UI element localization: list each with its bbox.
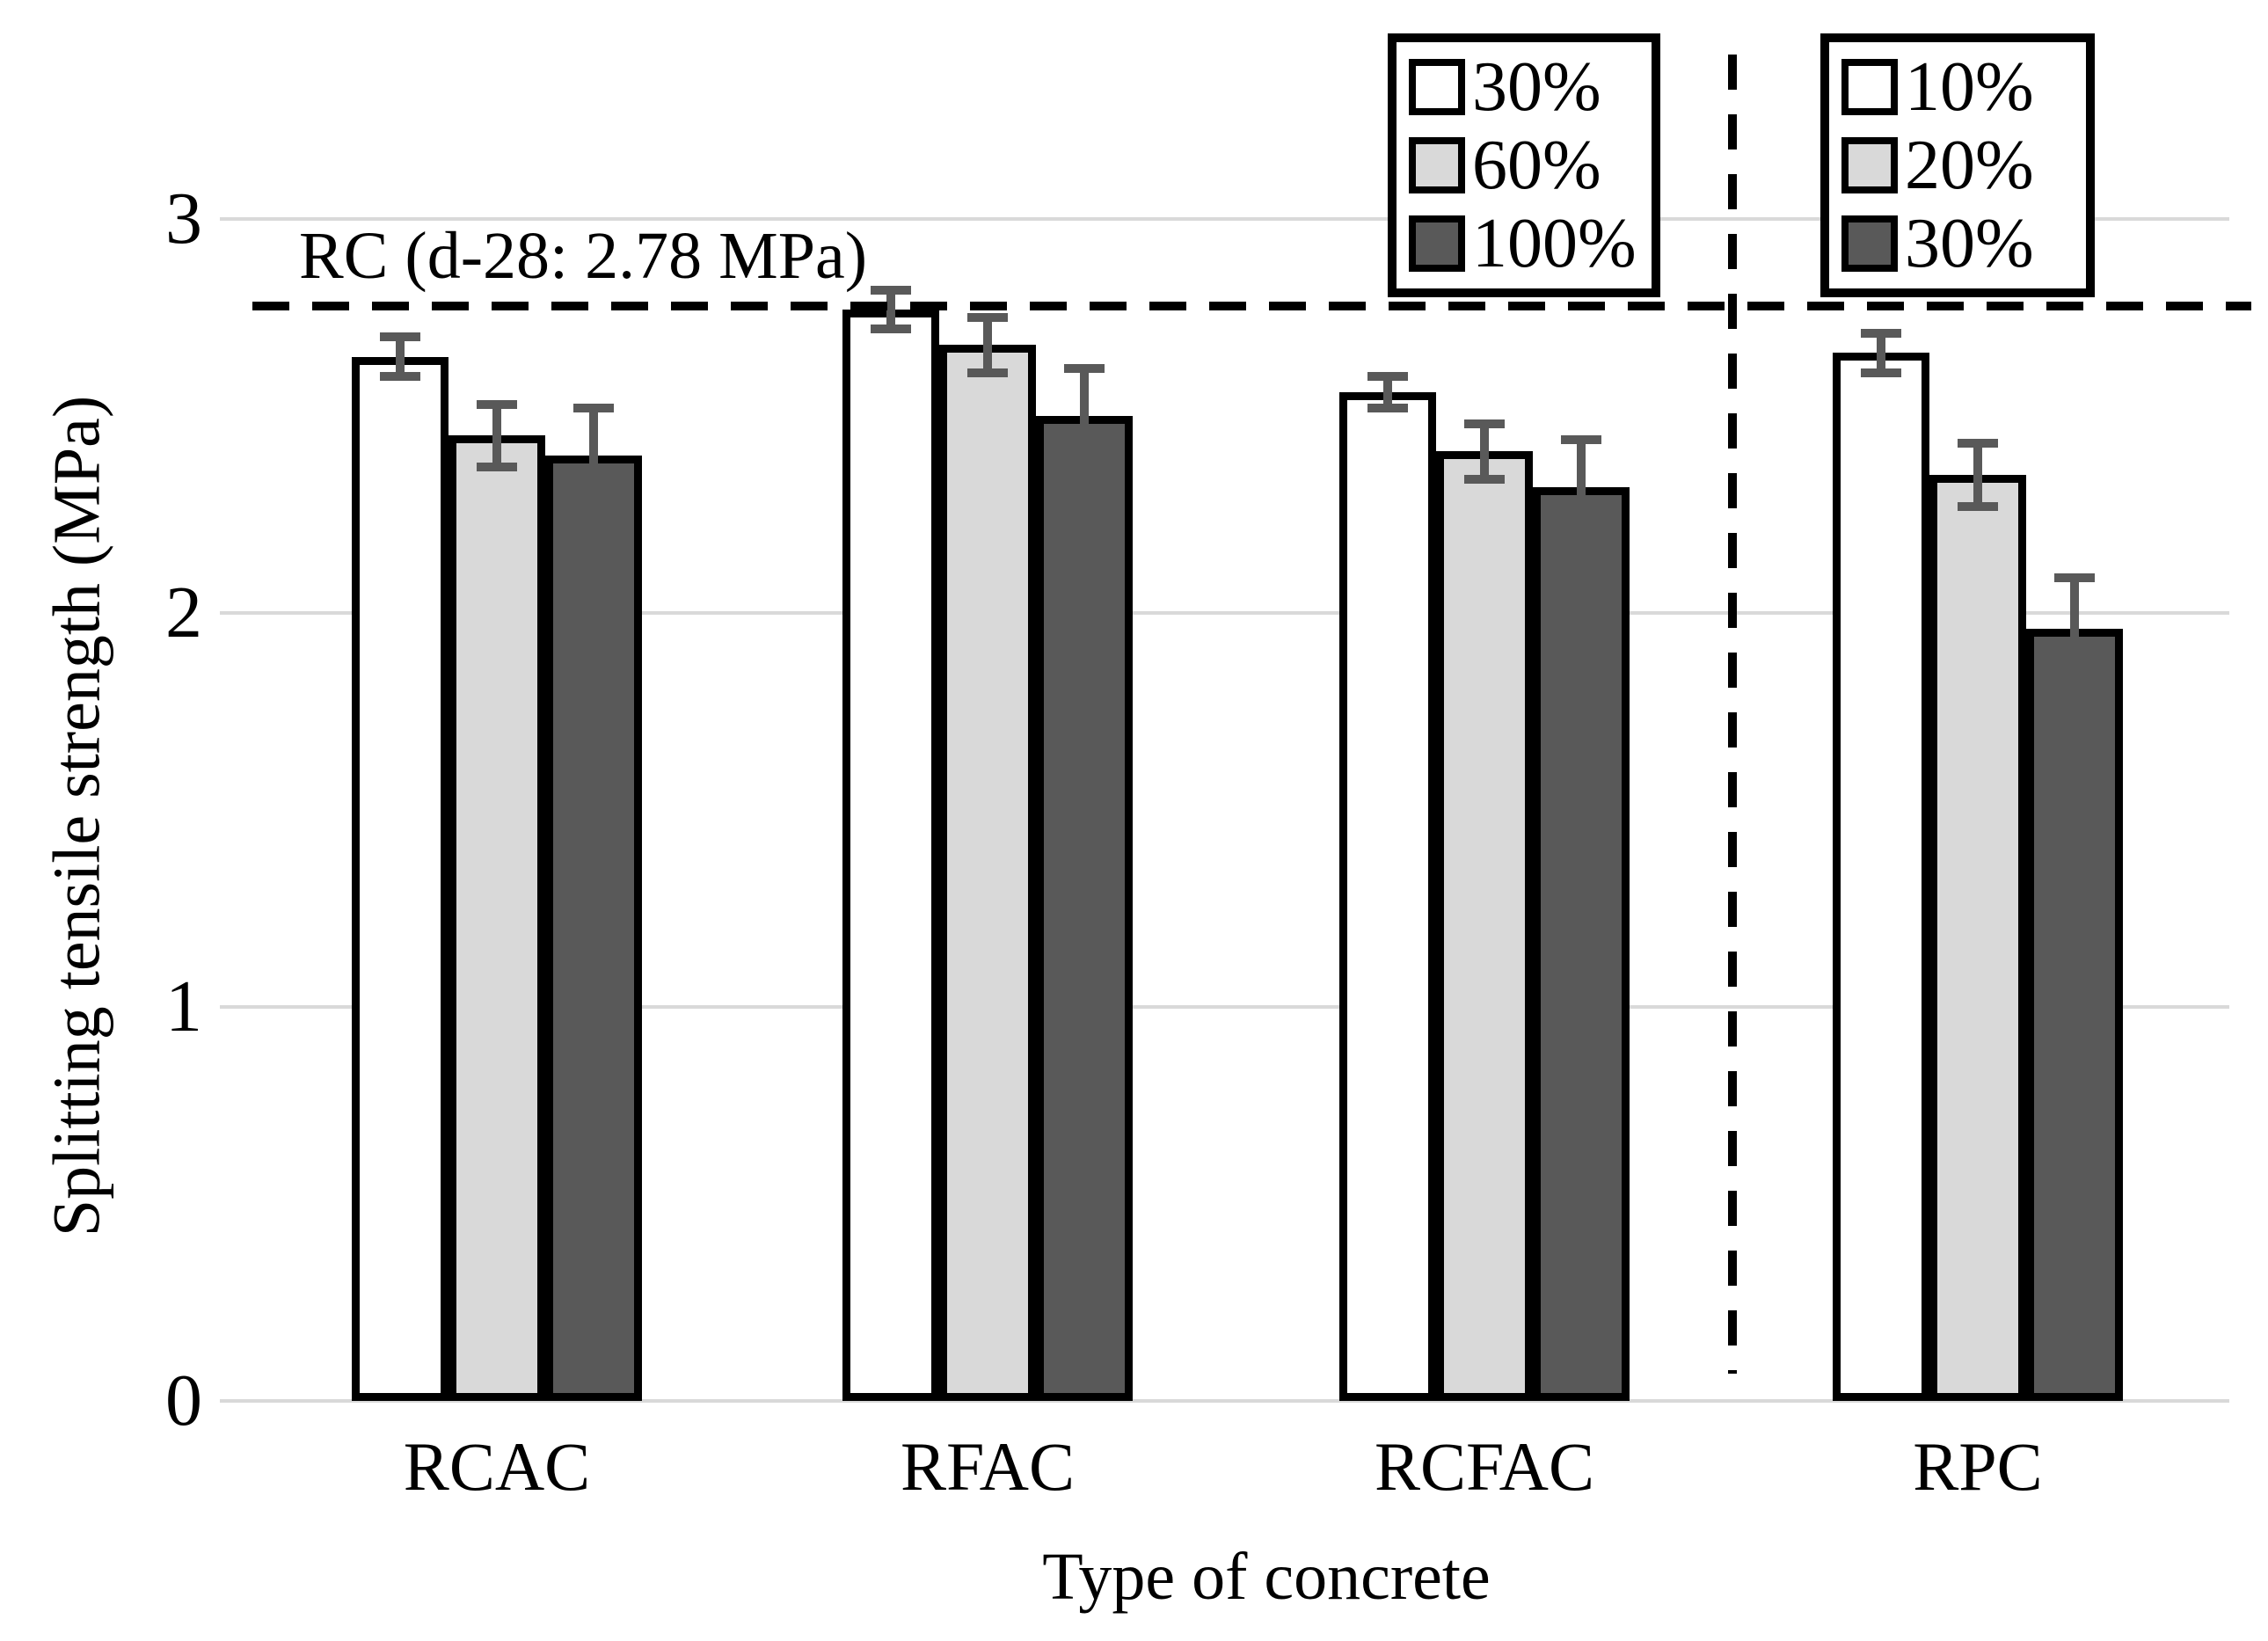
gridline: [252, 217, 2229, 221]
reference-line-label: RC (d-28: 2.78 MPa): [299, 219, 867, 293]
error-bar-cap-bottom: [1561, 529, 1601, 539]
legend-row: 30%: [1841, 208, 2074, 279]
legend-box: 30% 60% 100%: [1388, 33, 1660, 297]
legend-swatch: [1841, 136, 1898, 193]
bar: [1929, 475, 2026, 1401]
error-bar: [983, 317, 992, 373]
bar: [842, 310, 939, 1401]
y-axis-tick: [220, 217, 252, 221]
separator-line: [1728, 55, 1737, 1374]
legend-label: 30%: [1472, 47, 1601, 126]
y-tick-label: 2: [165, 572, 202, 653]
error-bar: [396, 337, 405, 377]
error-bar: [1877, 332, 1885, 373]
error-bar-cap-bottom: [477, 463, 517, 472]
error-bar-cap-bottom: [573, 498, 614, 507]
y-axis-tick: [220, 1399, 252, 1403]
x-category-label: RCAC: [403, 1428, 591, 1505]
error-bar: [1577, 439, 1586, 535]
x-axis-title: Type of concrete: [1042, 1540, 1491, 1614]
error-bar: [492, 404, 501, 468]
legend-swatch: [1841, 215, 1898, 273]
error-bar-cap-bottom: [1064, 458, 1105, 468]
error-bar-cap-top: [1464, 419, 1505, 428]
legend-row: 60%: [1409, 130, 1639, 201]
error-bar: [2070, 577, 2079, 681]
legend-row: 100%: [1409, 208, 1639, 279]
error-bar-cap-bottom: [871, 325, 911, 334]
legend-label: 20%: [1905, 126, 2034, 204]
bar: [545, 455, 642, 1401]
y-axis-title: Splitting tensile strength (MPa): [40, 395, 114, 1237]
error-bar: [1480, 423, 1489, 479]
error-bar-cap-bottom: [967, 368, 1008, 377]
y-tick-label: 3: [165, 178, 202, 259]
gridline: [252, 611, 2229, 615]
legend-label: 100%: [1472, 205, 1637, 283]
bar: [352, 356, 448, 1401]
bar: [2026, 628, 2123, 1401]
x-category-label: RPC: [1913, 1428, 2043, 1505]
error-bar: [1973, 443, 1982, 507]
y-tick-label: 0: [165, 1360, 202, 1441]
error-bar-cap-bottom: [1861, 368, 1901, 377]
legend-label: 10%: [1905, 47, 2034, 126]
error-bar-cap-bottom: [1464, 474, 1505, 484]
gridline: [252, 1005, 2229, 1009]
legend-label: 60%: [1472, 126, 1601, 204]
legend-row: 30%: [1409, 52, 1639, 122]
x-category-label: RCFAC: [1375, 1428, 1594, 1505]
error-bar: [1383, 376, 1392, 409]
error-bar-cap-bottom: [2054, 675, 2095, 685]
bar: [1833, 353, 1929, 1401]
error-bar-cap-top: [1561, 434, 1601, 444]
error-bar-cap-top: [2054, 573, 2095, 582]
y-tick-label: 1: [165, 966, 202, 1047]
legend-label: 30%: [1905, 205, 2034, 283]
error-bar-cap-top: [1861, 328, 1901, 338]
error-bar-cap-bottom: [380, 372, 420, 382]
gridline: [252, 1399, 2229, 1403]
bar: [1533, 486, 1630, 1401]
legend-row: 20%: [1841, 130, 2074, 201]
legend-swatch: [1841, 58, 1898, 115]
x-category-label: RFAC: [901, 1428, 1075, 1505]
error-bar-cap-top: [1064, 364, 1105, 374]
bar: [1036, 416, 1133, 1401]
error-bar-cap-bottom: [1367, 404, 1408, 413]
error-bar: [1080, 368, 1089, 463]
error-bar: [589, 408, 598, 503]
bar: [1436, 451, 1533, 1401]
bar: [939, 345, 1036, 1401]
error-bar-cap-top: [967, 313, 1008, 322]
bar: [1339, 392, 1436, 1401]
y-axis-tick: [220, 611, 252, 615]
reference-line: [252, 301, 2251, 310]
error-bar-cap-top: [573, 404, 614, 413]
legend-row: 10%: [1841, 52, 2074, 122]
bar: [448, 435, 545, 1401]
error-bar-cap-top: [1367, 372, 1408, 382]
legend-swatch: [1409, 58, 1465, 115]
y-axis-tick: [220, 1005, 252, 1009]
legend-box: 10% 20% 30%: [1820, 33, 2095, 297]
legend-swatch: [1409, 215, 1465, 273]
legend-swatch: [1409, 136, 1465, 193]
error-bar-cap-top: [477, 399, 517, 409]
error-bar-cap-top: [380, 332, 420, 342]
error-bar-cap-top: [1958, 439, 1998, 449]
error-bar-cap-top: [871, 285, 911, 295]
error-bar-cap-bottom: [1958, 502, 1998, 512]
